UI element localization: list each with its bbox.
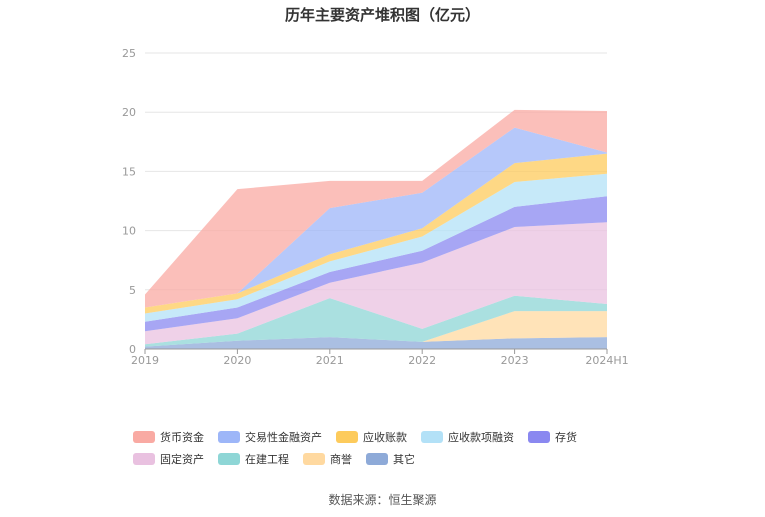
legend-item[interactable]: 应收账款: [336, 426, 407, 448]
x-tick-label: 2023: [501, 354, 529, 367]
legend-label: 在建工程: [245, 453, 289, 466]
area-series-交易性金融资产: [145, 127, 607, 308]
y-tick-label: 25: [122, 47, 136, 60]
legend-label: 应收款项融资: [448, 431, 514, 444]
x-tick-label: 2024H1: [585, 354, 628, 367]
legend-item[interactable]: 商誉: [303, 448, 352, 470]
area-series-其它: [145, 337, 607, 349]
x-tick-label: 2022: [408, 354, 436, 367]
legend-swatch: [133, 431, 155, 443]
y-tick-label: 5: [129, 284, 136, 297]
legend-label: 货币资金: [160, 431, 204, 444]
area-series-存货: [145, 196, 607, 332]
area-series-应收账款: [145, 153, 607, 314]
x-tick-label: 2021: [316, 354, 344, 367]
legend-swatch: [528, 431, 550, 443]
y-tick-label: 0: [129, 343, 136, 356]
legend-label: 存货: [555, 431, 577, 444]
legend-label: 其它: [393, 453, 415, 466]
legend-swatch: [421, 431, 443, 443]
legend-label: 应收账款: [363, 431, 407, 444]
plot-area: 0 5 10 15 20 25 2019 2020 2021 2022 2023 2024H1: [122, 47, 629, 367]
area-series-应收款项融资: [145, 173, 607, 322]
legend-item[interactable]: 存货: [528, 426, 577, 448]
legend-swatch: [218, 431, 240, 443]
x-tick-label: 2019: [131, 354, 159, 367]
legend-item[interactable]: 其它: [366, 448, 415, 470]
legend-swatch: [218, 453, 240, 465]
legend-swatch: [366, 453, 388, 465]
x-tick-label: 2020: [223, 354, 251, 367]
area-series-固定资产: [145, 222, 607, 345]
y-tick-label: 15: [122, 165, 136, 178]
chart-title: 历年主要资产堆积图（亿元）: [284, 6, 480, 24]
legend-item[interactable]: 货币资金: [133, 426, 204, 448]
legend-item[interactable]: 在建工程: [218, 448, 289, 470]
area-series-货币资金: [145, 109, 607, 308]
legend-label: 交易性金融资产: [245, 431, 322, 444]
area-series-在建工程: [145, 295, 607, 347]
legend-swatch: [303, 453, 325, 465]
legend-item[interactable]: 固定资产: [133, 448, 204, 470]
y-tick-label: 10: [122, 225, 136, 238]
legend-item[interactable]: 交易性金融资产: [218, 426, 322, 448]
area-series-商誉: [145, 311, 607, 347]
legend-swatch: [336, 431, 358, 443]
legend-swatch: [133, 453, 155, 465]
legend-label: 商誉: [330, 453, 352, 466]
y-tick-label: 20: [122, 106, 136, 119]
legend-label: 固定资产: [160, 453, 204, 466]
legend: 货币资金 交易性金融资产 应收账款 应收款项融资 存货固定资产 在建工程 商誉 其它: [133, 426, 653, 470]
data-source: 数据来源：恒生聚源: [328, 493, 437, 507]
legend-item[interactable]: 应收款项融资: [421, 426, 514, 448]
